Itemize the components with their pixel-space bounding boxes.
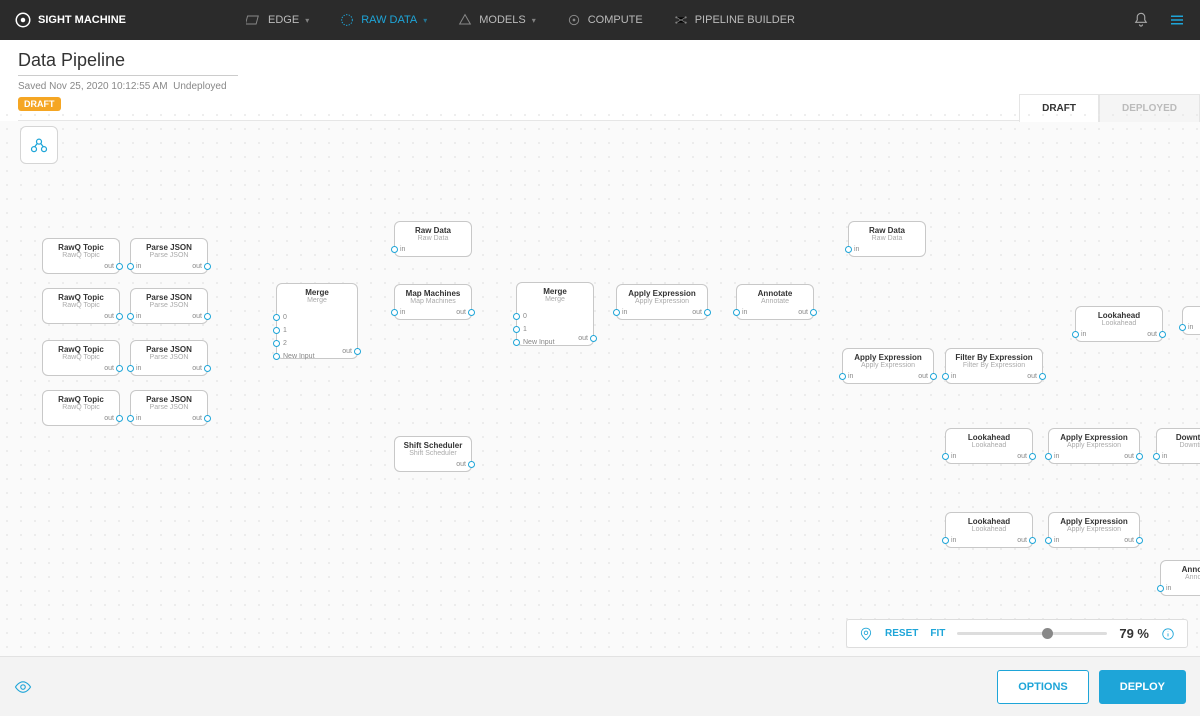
models-icon [457, 12, 473, 28]
zoom-controls: RESET FIT 79 % [846, 619, 1188, 648]
pipeline-node[interactable]: RawQ TopicRawQ Topicout [42, 288, 120, 324]
nav-compute[interactable]: COMPUTE [566, 12, 643, 28]
pipeline-node[interactable]: AnnotateAnnotatein [1160, 560, 1200, 596]
pipeline-node[interactable]: DowntimeDowntimein [1156, 428, 1200, 464]
pipeline-canvas[interactable]: RawQ TopicRawQ Topicout Parse JSONParse J… [0, 108, 1200, 656]
locate-icon[interactable] [859, 627, 873, 641]
info-icon[interactable] [1161, 627, 1175, 641]
pipeline-node[interactable]: AnnotateAnnotateinout [736, 284, 814, 320]
menu-icon[interactable] [1168, 11, 1186, 29]
pipeline-node[interactable]: Parse JSONParse JSONinout [130, 390, 208, 426]
logo-icon [14, 11, 32, 29]
node-icon [29, 135, 49, 155]
save-status: Saved Nov 25, 2020 10:12:55 AM Undeploye… [18, 81, 1182, 92]
page-title: Data Pipeline [18, 50, 238, 76]
pipeline-node[interactable]: Filter By ExpressionFilter By Expression… [945, 348, 1043, 384]
start-node[interactable] [20, 126, 58, 164]
pipeline-node[interactable]: Shift SchedulerShift Schedulerout [394, 436, 472, 472]
deploy-button[interactable]: DEPLOY [1099, 670, 1186, 704]
pipeline-node[interactable]: Apin [1182, 306, 1200, 335]
pipeline-node[interactable]: Parse JSONParse JSONinout [130, 238, 208, 274]
pipeline-node[interactable]: Raw DataRaw Datain [848, 221, 926, 257]
compute-icon [566, 12, 582, 28]
fit-button[interactable]: FIT [930, 628, 945, 639]
pipeline-node[interactable]: Parse JSONParse JSONinout [130, 340, 208, 376]
pipeline-node[interactable]: RawQ TopicRawQ Topicout [42, 390, 120, 426]
pipeline-node[interactable]: Apply ExpressionApply Expressioninout [1048, 428, 1140, 464]
pipeline-node[interactable]: Apply ExpressionApply Expressioninout [616, 284, 708, 320]
pipeline-icon [673, 12, 689, 28]
reset-button[interactable]: RESET [885, 628, 918, 639]
options-button[interactable]: OPTIONS [997, 670, 1089, 704]
edge-icon [246, 12, 262, 28]
nav-models[interactable]: MODELS▾ [457, 12, 535, 28]
raw-data-icon [339, 12, 355, 28]
bell-icon[interactable] [1132, 11, 1150, 29]
preview-icon[interactable] [14, 678, 32, 696]
pipeline-node[interactable]: Apply ExpressionApply Expressioninout [1048, 512, 1140, 548]
pipeline-node[interactable]: Raw DataRaw Datain [394, 221, 472, 257]
zoom-percent: 79 % [1119, 626, 1149, 641]
pipeline-node[interactable]: RawQ TopicRawQ Topicout [42, 340, 120, 376]
nav-pipeline-builder[interactable]: PIPELINE BUILDER [673, 12, 795, 28]
topbar: SIGHT MACHINE EDGE▾ RAW DATA▾ MODELS▾ CO… [0, 0, 1200, 40]
pipeline-node[interactable]: Map MachinesMap Machinesinout [394, 284, 472, 320]
footer: OPTIONS DEPLOY [0, 656, 1200, 716]
pipeline-node[interactable]: Parse JSONParse JSONinout [130, 288, 208, 324]
zoom-slider[interactable] [957, 632, 1107, 635]
pipeline-node[interactable]: RawQ TopicRawQ Topicout [42, 238, 120, 274]
pipeline-node[interactable]: MergeMergeout012New Input [276, 283, 358, 359]
nav-edge[interactable]: EDGE▾ [246, 12, 309, 28]
pipeline-node[interactable]: LookaheadLookaheadinout [1075, 306, 1163, 342]
pipeline-node[interactable]: LookaheadLookaheadinout [945, 428, 1033, 464]
pipeline-node[interactable]: LookaheadLookaheadinout [945, 512, 1033, 548]
pipeline-node[interactable]: Apply ExpressionApply Expressioninout [842, 348, 934, 384]
pipeline-node[interactable]: MergeMergeout01New Input [516, 282, 594, 346]
nav-raw-data[interactable]: RAW DATA▾ [339, 12, 427, 28]
logo: SIGHT MACHINE [14, 11, 126, 29]
